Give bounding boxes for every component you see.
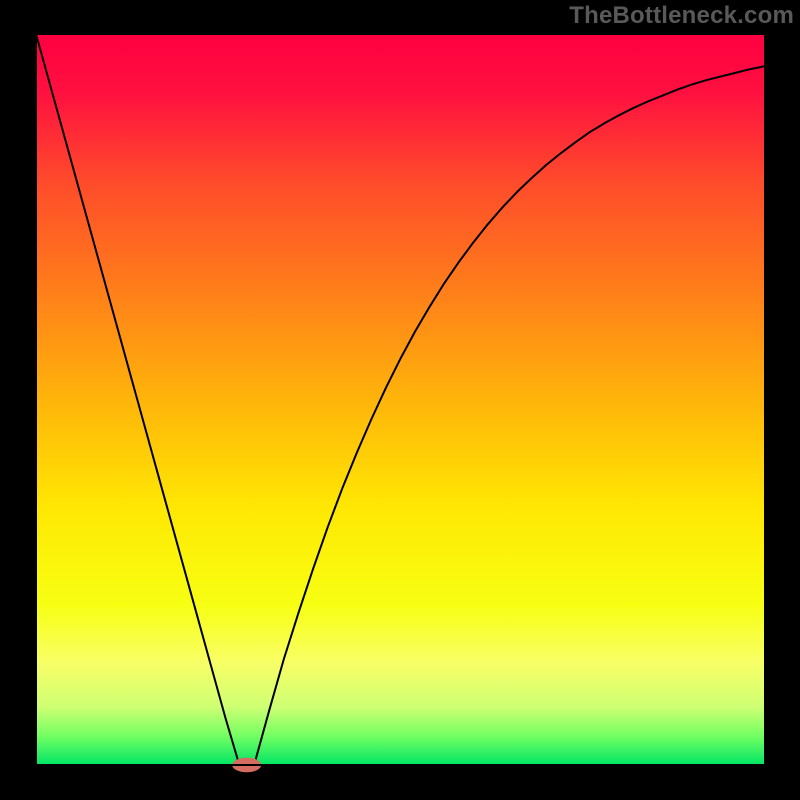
chart-svg — [0, 0, 800, 800]
plot-area-background — [36, 34, 765, 765]
bottleneck-chart: TheBottleneck.com — [0, 0, 800, 800]
watermark-text: TheBottleneck.com — [569, 2, 794, 30]
